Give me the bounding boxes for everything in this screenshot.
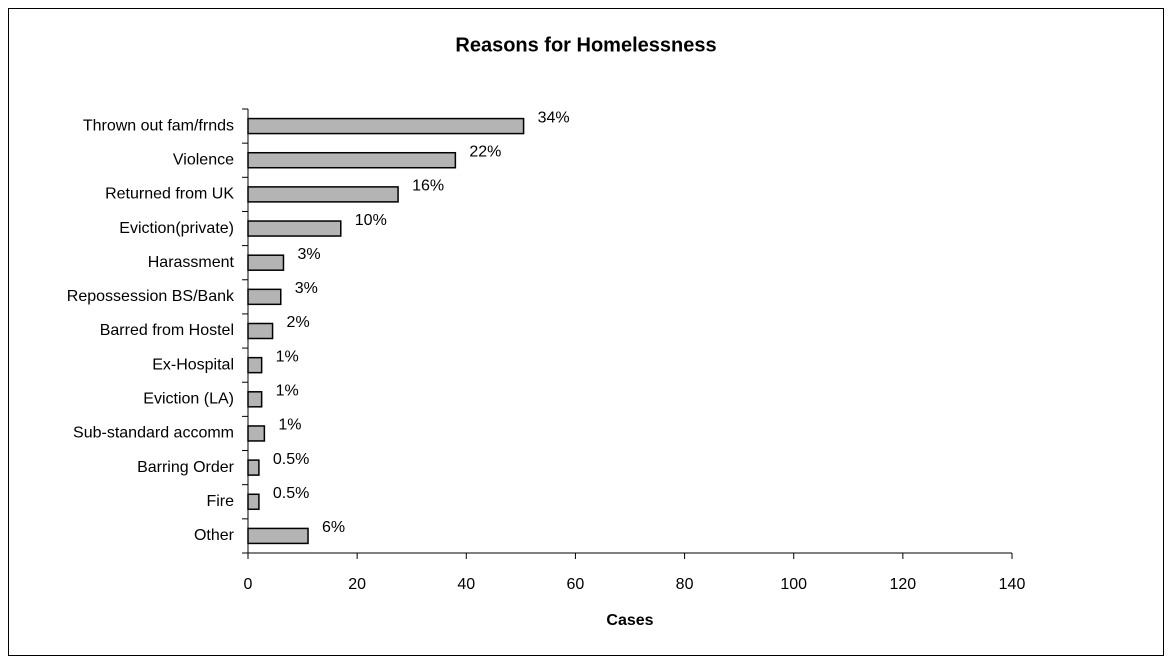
y-tick-label: Other (194, 527, 235, 544)
value-label: 6% (322, 519, 345, 536)
value-label: 22% (469, 143, 501, 160)
bar (247, 391, 263, 408)
bar (247, 288, 282, 306)
y-tick-label: Violence (173, 151, 234, 168)
x-tick-label: 100 (780, 576, 807, 593)
bar (247, 425, 266, 442)
chart-title: Reasons for Homelessness (455, 34, 716, 56)
y-tick-label: Eviction(private) (119, 220, 234, 237)
y-tick-label: Sub-standard accomm (73, 425, 234, 442)
x-tick-label: 0 (244, 576, 253, 593)
value-label: 34% (538, 109, 570, 126)
value-label: 3% (295, 280, 318, 297)
x-tick-label: 80 (676, 576, 694, 593)
y-tick-label: Fire (206, 493, 234, 510)
bar (247, 459, 260, 476)
chart-frame (8, 8, 1164, 656)
value-label: 3% (297, 246, 320, 263)
y-tick-label: Returned from UK (105, 186, 234, 203)
value-label: 1% (278, 417, 301, 434)
bar (247, 527, 309, 545)
y-tick-label: Repossession BS/Bank (67, 288, 235, 305)
value-label: 1% (276, 348, 299, 365)
value-label: 10% (355, 212, 387, 229)
y-tick-label: Harassment (148, 254, 235, 271)
value-label: 0.5% (273, 451, 309, 468)
bar (247, 117, 525, 135)
bar (247, 493, 260, 511)
x-tick-label: 20 (348, 576, 366, 593)
bar (247, 356, 263, 374)
y-tick-label: Barring Order (137, 459, 235, 476)
y-tick-label: Thrown out fam/frnds (83, 117, 234, 134)
value-label: 1% (276, 383, 299, 400)
x-tick-label: 60 (567, 576, 585, 593)
bar (247, 322, 274, 340)
x-tick-label: 40 (457, 576, 475, 593)
value-label: 0.5% (273, 485, 309, 502)
x-tick-label: 140 (999, 576, 1026, 593)
x-tick-label: 120 (890, 576, 917, 593)
value-label: 2% (287, 314, 310, 331)
x-axis-label: Cases (606, 612, 653, 629)
y-tick-label: Eviction (LA) (143, 391, 234, 408)
bar (247, 151, 457, 169)
value-label: 16% (412, 178, 444, 195)
bar (247, 254, 285, 271)
y-tick-label: Barred from Hostel (100, 322, 234, 339)
bar (247, 220, 342, 237)
y-tick-label: Ex-Hospital (152, 356, 234, 373)
bar (247, 186, 399, 203)
